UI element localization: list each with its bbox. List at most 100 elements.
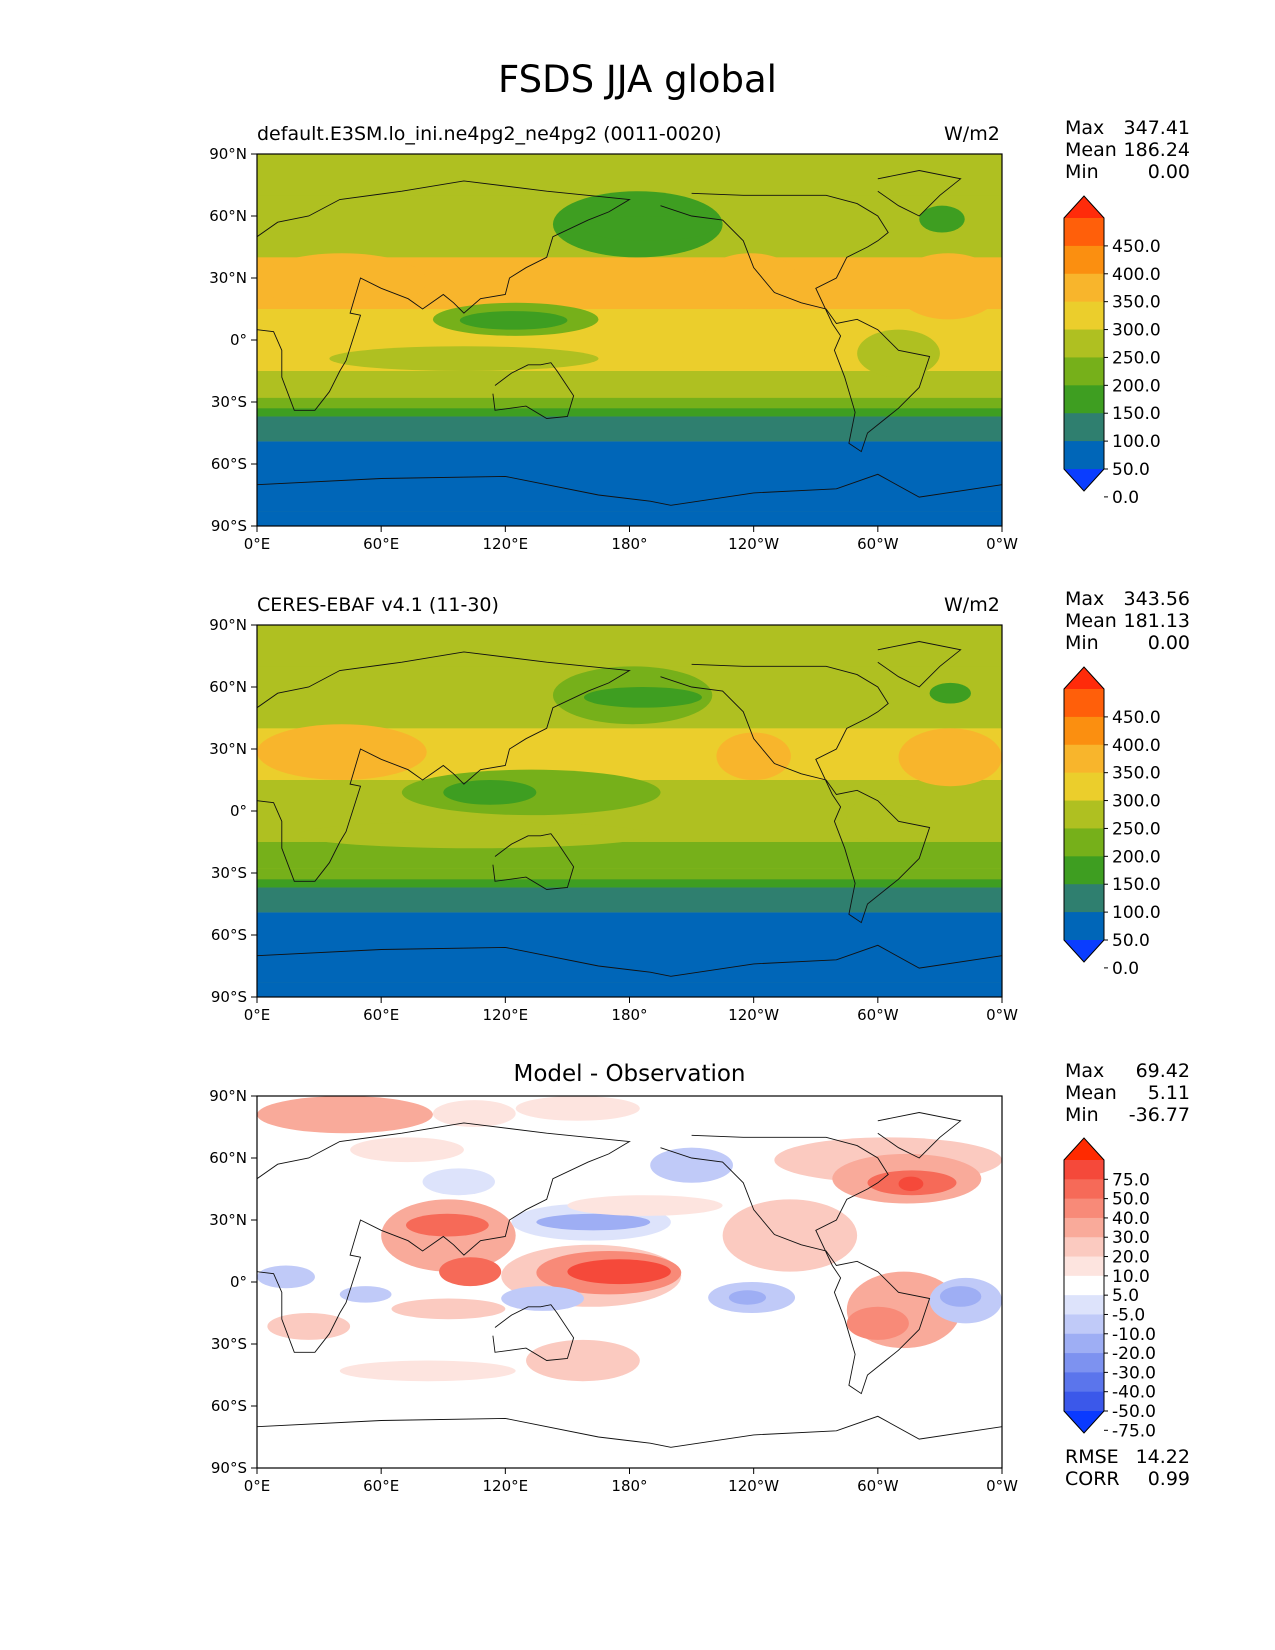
panel1-left-title: default.E3SM.lo_ini.ne4pg2_ne4pg2 (0011-… [257,123,722,145]
x-tick-label: 120°E [483,535,529,553]
colorbar-label: 50.0 [1112,460,1150,480]
stat-value: -36.77 [1128,1104,1190,1126]
colorbar-segment [1064,1160,1104,1180]
colorbar-max-arrow [1064,196,1104,218]
x-tick-label: 180° [611,1006,647,1024]
colorbar-label: -5.0 [1112,1305,1145,1325]
x-tick-label: 60°E [363,535,399,553]
contour-region [857,329,940,378]
coastline [492,362,575,419]
y-tick-label: 60°S [211,926,247,944]
y-tick-label: 90°N [209,1087,247,1105]
contour-region [567,1195,723,1216]
colorbar-label: 200.0 [1112,847,1161,867]
colorbar-segment [1064,218,1104,247]
contour-region [298,821,651,849]
colorbar-label: 350.0 [1112,293,1161,313]
colorbar-label: 0.0 [1112,488,1139,508]
y-tick-label: 0° [230,1273,247,1291]
colorbar-label: 250.0 [1112,348,1161,368]
colorbar-min-arrow [1064,940,1104,962]
coastline [257,944,1002,977]
contour-region [701,253,800,309]
colorbar-segment [1064,1314,1104,1335]
coastline [257,651,631,882]
stat-value: 14.22 [1135,1446,1190,1468]
stat-value: 347.41 [1123,117,1190,139]
colorbar-label: -75.0 [1112,1421,1156,1441]
lat-band [257,887,1002,913]
colorbar-label: 50.0 [1112,1190,1150,1210]
field [257,1096,1002,1468]
y-tick-label: 60°S [211,1397,247,1415]
contour-region [432,1100,516,1127]
panel3-stats: Max 69.42 Mean 5.11 Min -36.77 [1065,1060,1190,1126]
x-tick-label: 60°E [363,1006,399,1024]
panel2-stats: Max 343.56 Mean 181.13 Min 0.00 [1065,588,1190,654]
y-tick-label: 0° [230,802,247,820]
colorbar-segment [1064,912,1104,941]
colorbar-label: 20.0 [1112,1248,1150,1268]
colorbar-segment [1064,800,1104,829]
colorbar-label: 400.0 [1112,736,1161,756]
contour-region [459,311,568,330]
x-tick-label: 0°E [244,1006,271,1024]
stat-label: Mean [1065,610,1117,632]
contour-region [536,1213,651,1231]
stat-value: 186.24 [1123,139,1190,161]
coastline [877,641,962,688]
y-tick-label: 90°N [209,145,247,163]
contour-region [515,1096,640,1121]
lat-band [257,868,1002,880]
colorbar-label: 75.0 [1112,1170,1150,1190]
colorbar-segment [1064,1217,1104,1238]
colorbar-segment [1064,1353,1104,1373]
contour-region [728,1290,767,1305]
x-tick-label: 180° [611,535,647,553]
y-tick-label: 90°S [211,988,247,1006]
lat-band [257,842,1002,869]
y-tick-label: 0° [230,331,247,349]
contour-region [583,687,702,708]
x-tick-label: 60°W [857,1477,899,1495]
colorbar-label: -40.0 [1112,1383,1156,1403]
coastline [492,1304,575,1361]
colorbar-label: 30.0 [1112,1228,1150,1248]
panel3-title: Model - Observation [513,1061,746,1087]
lat-band [257,912,1002,983]
colorbar-segment [1064,301,1104,331]
coastline [877,170,962,217]
lat-band [257,408,1002,417]
contour-region [716,732,791,780]
stat-label: RMSE [1065,1446,1119,1468]
colorbar-min-arrow [1064,1411,1104,1433]
x-tick-label: 180° [611,1477,647,1495]
contour-region [846,794,930,842]
colorbar-segment [1064,385,1104,414]
map-panel-2: 90°N 60°N 30°N 0° 30°S 60°S 90°S0°E 60°E 120°E 18… [209,616,1018,1024]
x-tick-label: 0°W [986,535,1018,553]
y-tick-label: 60°N [209,207,247,225]
colorbar-segment [1064,245,1104,275]
coastline [257,180,631,411]
stat-label: CORR [1065,1468,1120,1490]
stat-value: 343.56 [1123,588,1190,610]
contour-region [898,728,1002,787]
stat-value: 69.42 [1135,1060,1190,1082]
lat-band [257,441,1002,512]
colorbar-segment [1064,1295,1104,1315]
colorbar-label: 5.0 [1112,1286,1139,1306]
colorbar-label: 200.0 [1112,376,1161,396]
map-panel-1: 90°N 60°N 30°N 0° 30°S 60°S 90°S0°E 60°E 120°E 18… [209,145,1018,553]
x-tick-label: 120°E [483,1477,529,1495]
contour-region [681,344,806,365]
contour-region [339,1286,392,1303]
colorbar-segment [1064,1372,1104,1393]
colorbar-segment [1064,1333,1104,1354]
y-tick-label: 90°S [211,1459,247,1477]
lat-band [257,371,1002,398]
colorbar-label: 50.0 [1112,931,1150,951]
coastline [660,1134,931,1395]
x-tick-label: 60°W [857,535,899,553]
